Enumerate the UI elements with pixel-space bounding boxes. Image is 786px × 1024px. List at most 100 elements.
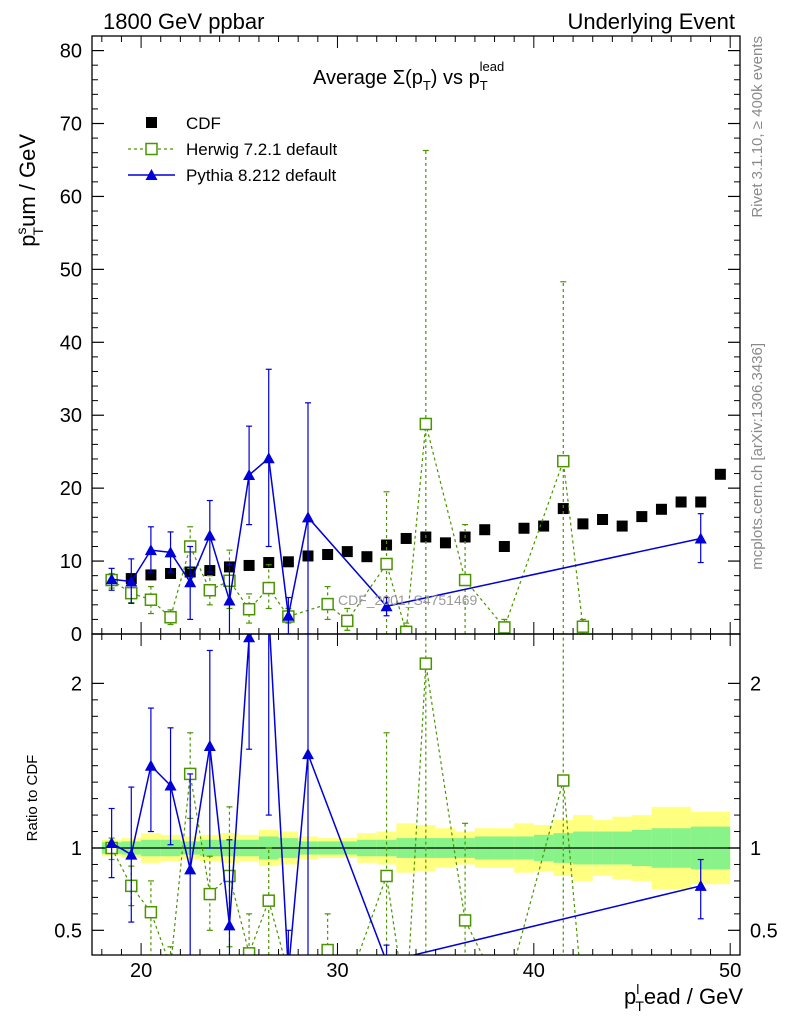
ratio-herwig-point	[262, 894, 275, 907]
main-herwig-point	[321, 597, 334, 611]
main-cdf-point	[616, 520, 628, 532]
main-cdf-point	[341, 546, 353, 558]
main-cdf-point	[498, 540, 510, 552]
main-title-sigma: Σ(p	[393, 67, 423, 89]
xlabel-sup: l	[636, 981, 639, 997]
ratio-pythia-point	[381, 956, 393, 967]
ratio-panel: 0.5 0.5 1 1 2 2 20 30 40 50 Ratio to CDF pl Tead /…	[24, 633, 778, 1015]
legend-marker-cdf	[146, 117, 157, 128]
ratio-pythia-point	[105, 837, 118, 849]
main-pythia-point	[302, 511, 314, 523]
main-title-sub: T	[423, 78, 431, 93]
x-tick-label: 20	[130, 960, 152, 982]
main-cdf-point	[655, 503, 667, 515]
main-pythia-point	[282, 609, 295, 621]
main-herwig-point	[458, 573, 472, 587]
main-pythia-point	[243, 469, 256, 481]
main-pythia-point	[223, 594, 236, 606]
rivet-label: Rivet 3.1.10, ≥ 400k events	[749, 36, 766, 218]
main-pythia-point	[262, 452, 275, 464]
legend: CDF Herwig 7.2.1 default Pythia 8.212 de…	[128, 114, 337, 185]
collision-label: 1800 GeV ppbar	[103, 9, 264, 34]
ratio-pythia-point	[243, 634, 256, 643]
main-cdf-point	[518, 522, 530, 534]
main-pythia-point	[164, 546, 177, 558]
main-herwig-point	[380, 557, 393, 571]
mcplots-label: mcplots.cern.ch [arXiv:1306.3436]	[749, 343, 766, 570]
ratio-herwig-point	[342, 981, 353, 992]
legend-label-herwig: Herwig 7.2.1 default	[186, 140, 337, 159]
legend-marker-herwig	[145, 142, 158, 156]
ratio-herwig-point	[499, 994, 510, 1005]
xlabel-sub: T	[635, 998, 644, 1014]
main-cdf-point	[479, 524, 491, 536]
main-pythia-point	[144, 544, 157, 556]
ratio-axes: 0.5 0.5 1 1 2 2 20 30 40 50	[54, 633, 778, 982]
main-pythia-point	[203, 529, 216, 541]
ratio-herwig-point	[283, 968, 294, 979]
ratio-y-tick-label-right: 2	[750, 673, 761, 695]
legend-label-pythia: Pythia 8.212 default	[186, 166, 337, 185]
main-herwig-point	[576, 620, 590, 633]
main-y-axis-label: psTum / GeV	[13, 134, 46, 247]
main-pythia-point	[694, 532, 707, 544]
main-cdf-point	[282, 556, 294, 568]
main-y-tick-label: 30	[60, 405, 82, 427]
ratio-frame	[91, 633, 741, 956]
ylabel-p: p	[15, 234, 40, 246]
x-tick-label: 30	[326, 960, 348, 982]
main-herwig-point	[144, 593, 158, 606]
main-cdf-point	[243, 559, 255, 571]
ratio-pythia-point	[144, 759, 157, 771]
main-pythia-point	[125, 575, 138, 587]
main-cdf-point	[636, 511, 648, 523]
main-cdf-point	[597, 514, 609, 526]
main-y-tick-label: 50	[60, 259, 82, 281]
ratio-herwig-point	[165, 961, 176, 972]
main-pythia-point	[184, 576, 197, 588]
main-herwig-point	[164, 610, 177, 624]
xlabel-rest: ead / GeV	[644, 984, 743, 1009]
ratio-herwig-point	[321, 943, 334, 955]
ratio-pythia-point	[223, 919, 236, 931]
ratio-pythia-point	[694, 879, 707, 891]
ratio-y-tick-label: 0.5	[54, 920, 82, 942]
main-cdf-point	[400, 532, 412, 544]
main-y-tick-label: 20	[60, 478, 82, 500]
main-cdf-point	[439, 537, 451, 549]
ylabel-sub: T	[30, 226, 46, 235]
main-cdf-point	[577, 518, 589, 530]
ratio-herwig-point	[577, 996, 588, 1007]
ratio-herwig-point	[242, 947, 256, 955]
ratio-y-tick-label: 2	[71, 673, 82, 695]
ratio-pythia-point	[164, 779, 177, 791]
ratio-pythia-point	[302, 748, 314, 760]
main-title-mid: ) vs p	[431, 67, 480, 89]
legend-marker-pythia	[145, 169, 158, 180]
ratio-herwig-point	[557, 774, 570, 787]
main-herwig-point	[203, 583, 217, 597]
ratio-y-tick-label-right: 0.5	[750, 920, 778, 942]
main-cdf-point	[695, 496, 707, 508]
main-title: Average Σ(pT) vs pTlead	[313, 59, 504, 93]
main-pythia-point	[380, 600, 393, 612]
main-herwig-point	[557, 454, 570, 468]
process-label: Underlying Event	[567, 9, 735, 34]
main-axes: 0 10 20 30 40 50 60 70 80	[60, 35, 741, 646]
x-axis-label: pl Tead / GeV	[624, 981, 743, 1014]
ratio-y-tick-label-right: 1	[750, 838, 761, 860]
ratio-herwig-point	[419, 657, 433, 670]
main-herwig-point	[419, 417, 433, 431]
ratio-herwig-point	[144, 905, 158, 919]
main-cdf-point	[538, 520, 550, 532]
xlabel-p: p	[624, 984, 636, 1009]
main-cdf-point	[145, 569, 157, 581]
main-herwig-point	[242, 602, 256, 616]
ratio-pythia-line	[111, 634, 701, 955]
ratio-herwig-point	[401, 1004, 412, 1015]
ylabel-sup: s	[13, 227, 29, 234]
main-herwig-point	[341, 614, 354, 628]
main-y-tick-label: 10	[60, 551, 82, 573]
main-y-tick-label: 70	[60, 114, 82, 136]
ratio-pythia-point	[125, 848, 138, 860]
